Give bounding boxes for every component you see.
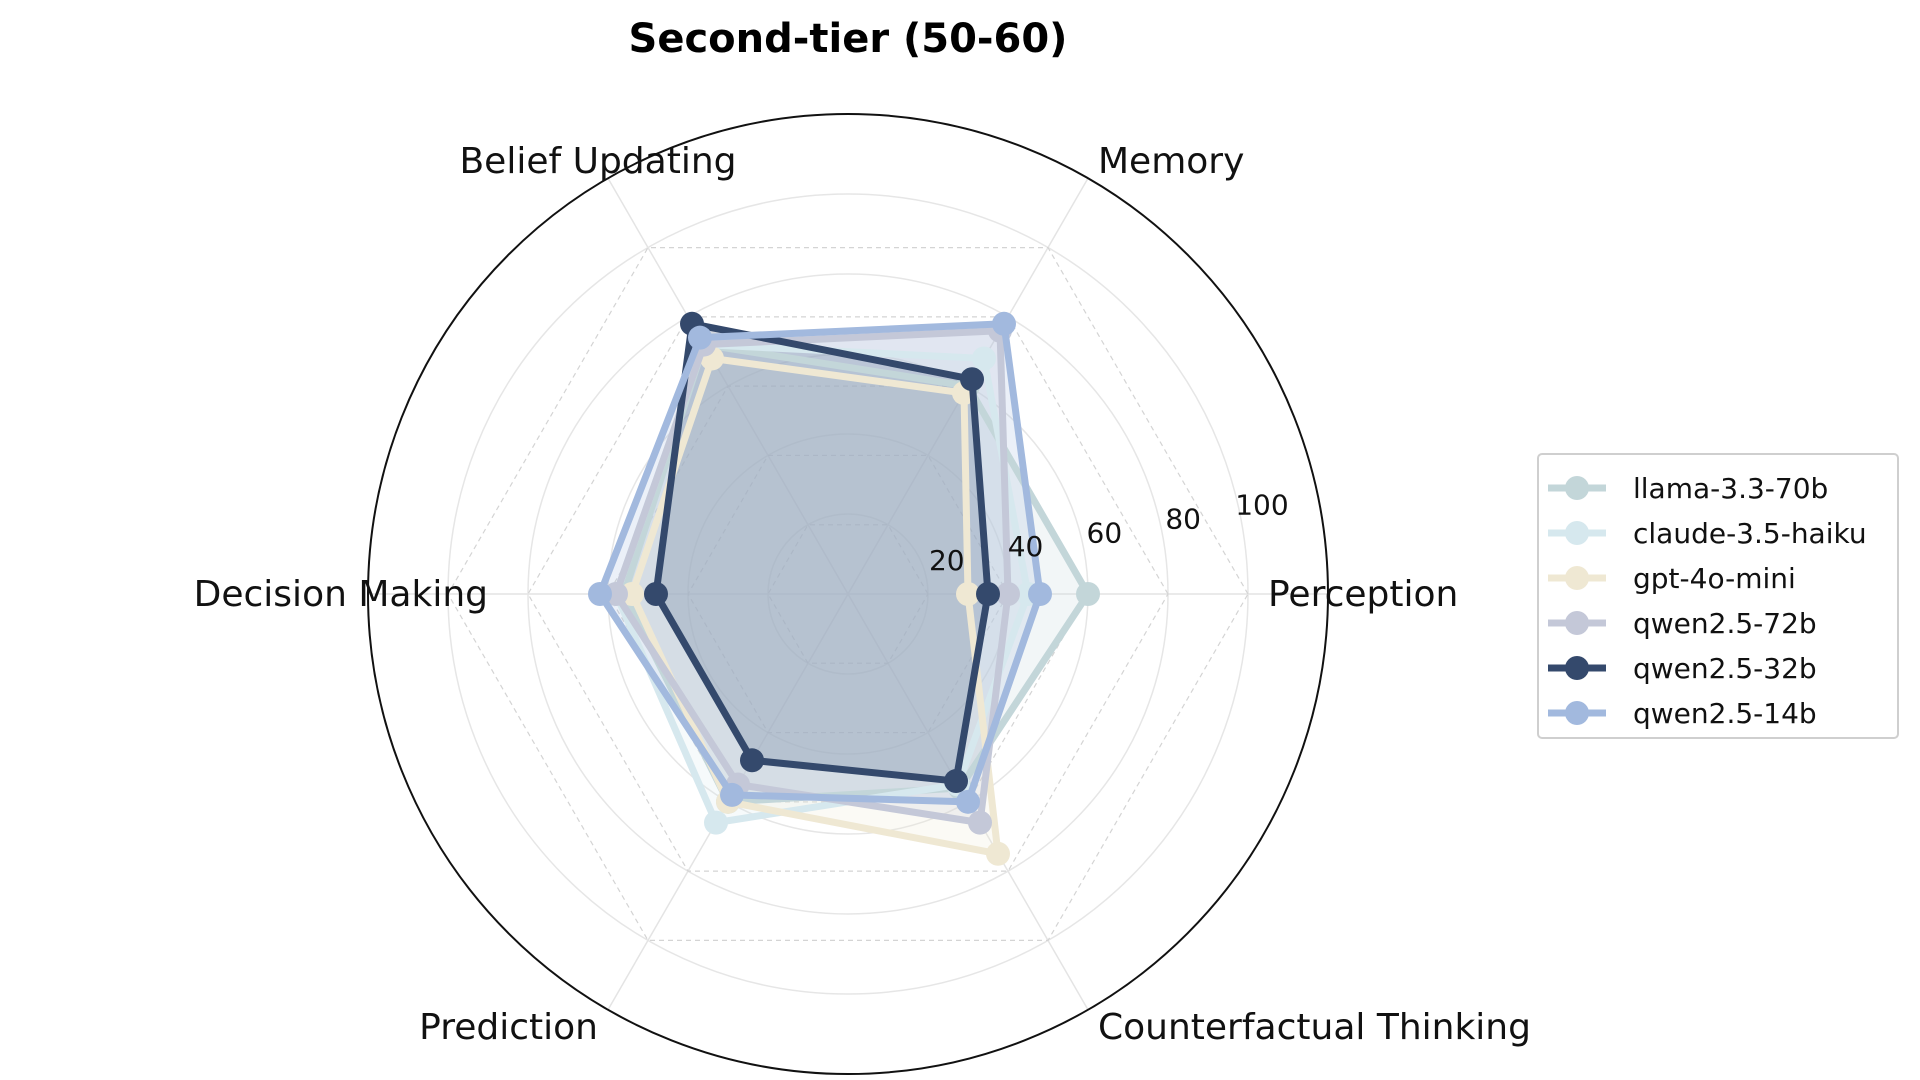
legend-label: qwen2.5-72b (1633, 607, 1817, 640)
point-qwen2-5-14b-prediction (720, 782, 744, 807)
point-qwen2-5-32b-prediction (740, 748, 764, 773)
axis-label-counterfactual-thinking: Counterfactual Thinking (1098, 1007, 1531, 1048)
point-llama-3-3-70b-perception (1076, 582, 1100, 606)
legend-item-gpt-4o-mini: gpt-4o-mini (1548, 562, 1796, 595)
tick-label-20: 20 (929, 544, 965, 577)
legend-item-qwen2-5-72b: qwen2.5-72b (1548, 607, 1817, 640)
tick-label-60: 60 (1087, 516, 1123, 549)
grid-hexagon-20 (767, 524, 929, 664)
series-fill-gpt-4o-mini (632, 358, 998, 854)
legend-label: gpt-4o-mini (1633, 562, 1796, 595)
series-qwen2-5-32b (644, 311, 1000, 794)
grid-hexagon-100 (447, 246, 1249, 942)
point-qwen2-5-14b-belief-updating (688, 325, 712, 350)
legend-item-llama-3-3-70b: llama-3.3-70b (1548, 472, 1828, 505)
tick-label-80: 80 (1165, 502, 1201, 535)
legend-item-qwen2-5-32b: qwen2.5-32b (1548, 652, 1817, 685)
point-qwen2-5-32b-counterfactual-thinking (944, 769, 968, 794)
legend-frame (1537, 453, 1899, 739)
series-qwen2-5-14b (588, 311, 1052, 814)
point-qwen2-5-14b-memory (992, 311, 1016, 336)
series-fill-qwen2-5-32b (656, 323, 988, 782)
axis-labels: Perception Memory Belief Updating Decision … (194, 141, 1531, 1048)
legend: llama-3.3-70b claude-3.5-haiku gpt-4o-mini… (1537, 453, 1899, 739)
point-qwen2-5-14b-perception (1028, 582, 1052, 606)
axis-label-perception: Perception (1268, 574, 1458, 615)
point-claude-3-5-haiku-memory (972, 346, 996, 371)
point-qwen2-5-72b-perception (996, 582, 1020, 606)
legend-label: qwen2.5-14b (1633, 697, 1817, 730)
legend-swatch-marker (1565, 566, 1589, 590)
point-claude-3-5-haiku-prediction (704, 810, 728, 835)
legend-item-qwen2-5-14b: qwen2.5-14b (1548, 697, 1817, 730)
point-gpt-4o-mini-perception (956, 582, 980, 606)
legend-swatch-marker (1565, 656, 1589, 680)
axis-label-decision-making: Decision Making (194, 574, 488, 615)
point-qwen2-5-32b-decision-making (644, 582, 668, 606)
axis-label-belief-updating: Belief Updating (459, 141, 736, 182)
tick-label-100: 100 (1235, 489, 1288, 522)
legend-swatch-marker (1565, 521, 1589, 545)
outer-frame (367, 113, 1329, 1075)
point-qwen2-5-32b-perception (976, 582, 1000, 606)
legend-label: llama-3.3-70b (1633, 472, 1828, 505)
legend-item-claude-3-5-haiku: claude-3.5-haiku (1548, 517, 1867, 550)
point-qwen2-5-32b-memory (960, 367, 984, 392)
point-qwen2-5-72b-counterfactual-thinking (968, 810, 992, 835)
tick-label-40: 40 (1008, 530, 1044, 563)
point-gpt-4o-mini-counterfactual-thinking (986, 841, 1010, 866)
series-lines (588, 311, 1100, 866)
radial-tick-labels: 20 40 60 80 100 (929, 489, 1289, 578)
point-qwen2-5-14b-counterfactual-thinking (956, 789, 980, 814)
legend-swatch-marker (1565, 701, 1589, 725)
point-qwen2-5-14b-decision-making (588, 582, 612, 606)
axis-label-prediction: Prediction (419, 1007, 598, 1048)
legend-swatch-marker (1565, 476, 1589, 500)
axis-label-memory: Memory (1098, 141, 1244, 182)
legend-label: qwen2.5-32b (1633, 652, 1817, 685)
chart-title: Second-tier (50-60) (629, 16, 1068, 62)
grid-hexagon-40 (687, 454, 1009, 734)
legend-label: claude-3.5-haiku (1633, 517, 1867, 550)
legend-swatch-marker (1565, 611, 1589, 635)
